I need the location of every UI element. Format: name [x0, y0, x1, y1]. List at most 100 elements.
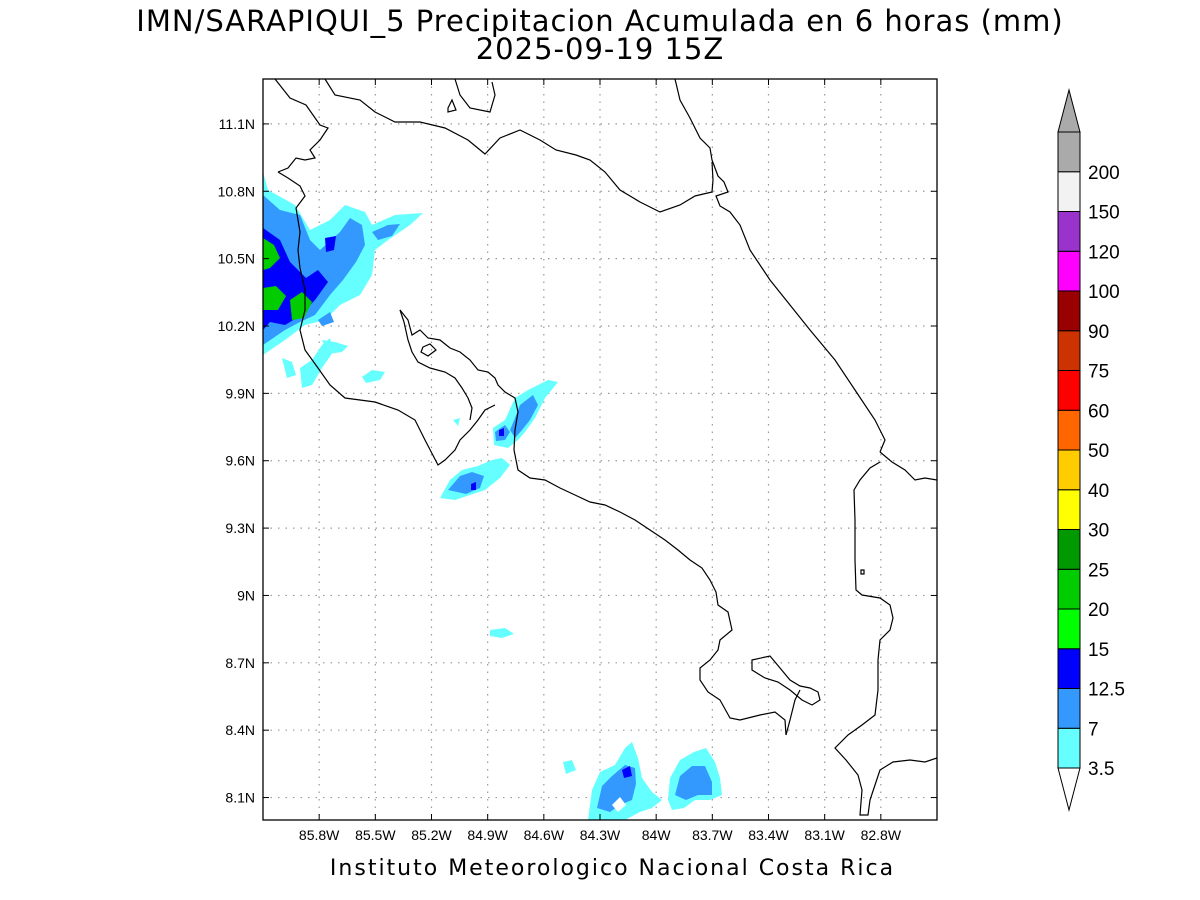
y-tick-label: 10.5N	[218, 251, 255, 267]
precip-contour-15	[263, 238, 280, 270]
colorbar-label: 40	[1088, 481, 1109, 502]
colorbar-label: 15	[1088, 640, 1109, 661]
colorbar-swatch	[1057, 330, 1081, 371]
x-tick-label: 82.8W	[861, 827, 902, 843]
colorbar-swatch	[1057, 211, 1081, 252]
precip-cluster-south	[563, 742, 722, 820]
precip-contour-7	[675, 766, 712, 800]
colorbar-swatch	[1057, 409, 1081, 451]
x-tick-label: 85.2W	[411, 827, 452, 843]
y-tick-label: 8.7N	[225, 655, 255, 671]
y-tick-label: 10.8N	[218, 183, 255, 199]
panama-border-north	[879, 451, 937, 481]
precip-contour-15	[290, 292, 312, 320]
precip-contour-7	[318, 312, 334, 326]
x-tick-label: 84.3W	[580, 827, 621, 843]
colorbar-swatch	[1057, 608, 1081, 650]
colorbar-label: 150	[1088, 203, 1120, 224]
colorbar-swatch	[1057, 529, 1081, 570]
precip-contour-3.5	[563, 760, 576, 774]
lake-shoreline	[454, 79, 496, 113]
precip-contour-3.5	[453, 418, 460, 426]
colorbar-swatch	[1057, 250, 1081, 292]
precip-cluster-central	[440, 380, 558, 638]
x-tick-label: 84.6W	[524, 827, 565, 843]
precip-contour-3.5	[322, 340, 348, 354]
osa-peninsula	[751, 655, 821, 706]
y-tick-label: 11.1N	[219, 116, 255, 132]
colorbar-label: 3.5	[1088, 759, 1114, 780]
x-tick-label: 83.4W	[748, 827, 789, 843]
colorbar-legend: 3.5 7 12.5 15 20 25 30 40 50 60 75 90 100 120 150 200	[1057, 88, 1125, 812]
colorbar-swatch	[1057, 449, 1081, 491]
precip-contour-3.5	[282, 358, 296, 378]
colorbar-label: 50	[1088, 441, 1109, 462]
nicoya-gulf-shore	[399, 309, 473, 421]
y-tick-label: 10.2N	[218, 318, 255, 334]
colorbar-swatch	[1057, 568, 1081, 610]
colorbar-swatch	[1057, 648, 1081, 689]
nicoya-islet	[420, 343, 437, 357]
colorbar-label: 30	[1088, 521, 1109, 542]
colorbar-label: 120	[1088, 242, 1120, 263]
precip-contour-3.5	[612, 797, 626, 812]
nicoya-peninsula-inner	[399, 309, 787, 736]
colorbar-swatch	[1057, 171, 1081, 212]
colorbar-label: 75	[1088, 362, 1109, 383]
colorbar-label: 20	[1088, 600, 1109, 621]
precip-contour-3.5	[362, 370, 385, 383]
colorbar-swatch	[1057, 290, 1081, 332]
y-axis-ticks: 8.1N 8.4N 8.7N 9N 9.3N 9.6N 9.9N 10.2N 10.5N 10.8…	[218, 116, 937, 806]
colorbar-upper-arrow	[1057, 88, 1081, 133]
colorbar-label: 60	[1088, 401, 1109, 422]
precip-cluster-northwest	[263, 172, 423, 388]
precip-contour-12.5	[622, 766, 632, 778]
coastline-layer	[274, 79, 937, 816]
x-tick-label: 85.8W	[299, 827, 340, 843]
lake-islet	[447, 98, 457, 113]
colorbar-swatch	[1057, 727, 1081, 769]
precip-contour-15	[263, 286, 286, 310]
credit-line: Instituto Meteorologico Nacional Costa R…	[329, 856, 896, 881]
precip-contour-3.5	[300, 338, 333, 388]
colorbar-label: 25	[1088, 560, 1109, 581]
precip-contour-7	[372, 224, 400, 240]
x-tick-label: 85.5W	[355, 827, 396, 843]
colorbar-label: 100	[1088, 282, 1120, 303]
x-tick-label: 83.7W	[692, 827, 733, 843]
colorbar-swatch	[1057, 489, 1081, 530]
map-grid	[263, 79, 937, 820]
precip-contour-3.5	[490, 628, 514, 638]
map-subtitle: 2025-09-19 15Z	[475, 32, 725, 66]
y-tick-label: 9.3N	[225, 520, 255, 536]
map-frame	[262, 78, 938, 821]
cocos-isle	[860, 569, 865, 575]
y-tick-label: 9N	[237, 587, 255, 603]
x-tick-label: 84.9W	[467, 827, 508, 843]
golfo-dulce	[785, 689, 801, 736]
y-tick-label: 9.9N	[225, 385, 255, 401]
precipitation-layer	[263, 172, 722, 820]
pacific-coast-north	[277, 171, 496, 466]
colorbar-lower-arrow	[1057, 767, 1081, 812]
y-tick-label: 9.6N	[225, 453, 255, 469]
y-tick-label: 8.1N	[225, 790, 255, 806]
colorbar-swatch	[1057, 131, 1081, 173]
x-axis-ticks: 85.8W 85.5W 85.2W 84.9W 84.6W 84.3W 84W 83.7W 83…	[299, 79, 902, 843]
colorbar-swatch	[1057, 370, 1081, 411]
precip-contour-12.5	[325, 236, 336, 252]
precip-contour-12.5	[499, 428, 504, 436]
panama-bay	[834, 461, 937, 816]
precip-contour-7	[510, 395, 538, 438]
y-tick-label: 8.4N	[225, 722, 255, 738]
precip-contour-12.5	[471, 482, 476, 490]
caribbean-coast	[674, 79, 886, 453]
nicaragua-coast	[324, 79, 714, 213]
colorbar-label: 90	[1088, 322, 1109, 343]
colorbar-label: 200	[1088, 163, 1120, 184]
colorbar-label: 7	[1088, 719, 1099, 740]
nicaragua-border	[274, 79, 329, 173]
x-tick-label: 84W	[642, 827, 672, 843]
map-title: IMN/SARAPIQUI_5 Precipitacion Acumulada …	[136, 4, 1064, 38]
